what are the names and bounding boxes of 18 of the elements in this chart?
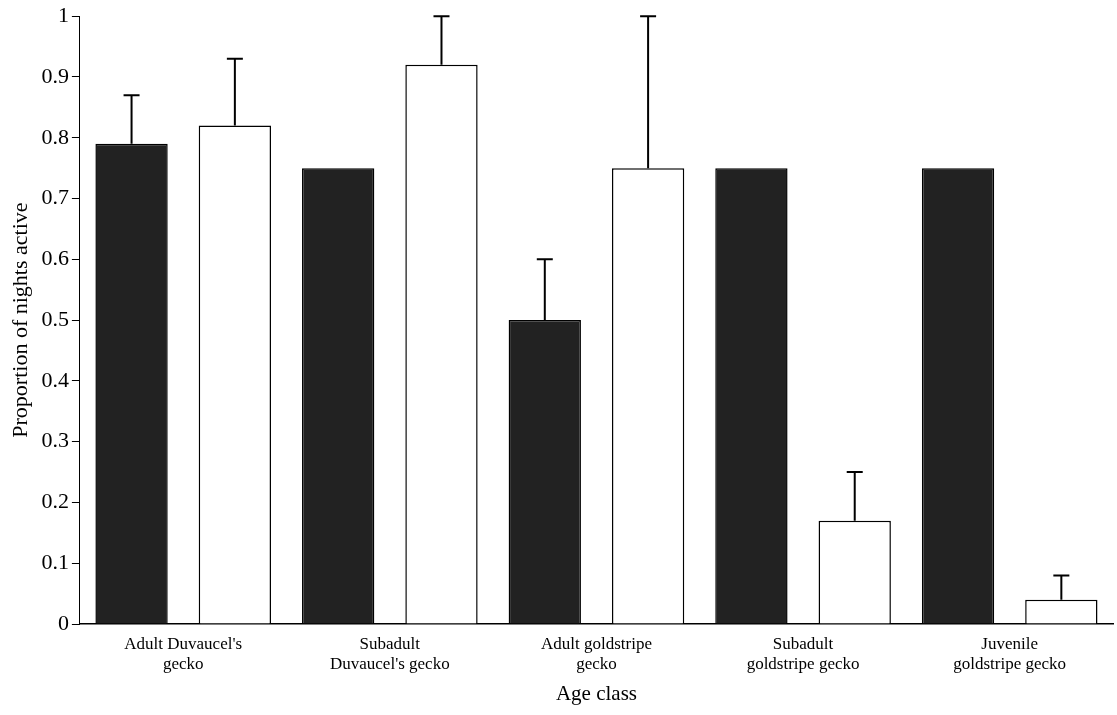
y-tick-label: 0.8 <box>41 123 69 149</box>
y-tick-label: 0.5 <box>41 305 69 331</box>
y-axis-title: Proportion of nights active <box>6 202 32 438</box>
x-tick-label: Subadult goldstripe gecko <box>746 633 860 674</box>
x-tick-label: Adult Duvaucel's gecko <box>124 633 243 674</box>
y-tick-label: 0.4 <box>41 366 69 392</box>
x-tick-label: Adult goldstripe gecko <box>540 633 652 674</box>
y-tick-label: 0.9 <box>41 62 69 88</box>
x-axis-title: Age class <box>555 680 637 705</box>
y-tick-label: 0 <box>57 609 69 635</box>
y-tick-label: 1 <box>57 1 69 27</box>
y-tick-label: 0.6 <box>41 245 69 271</box>
y-tick-label: 0.3 <box>41 427 69 453</box>
y-tick-label: 0.2 <box>41 488 69 514</box>
y-tick-label: 0.1 <box>41 549 69 574</box>
x-tick-label: Subadult Duvaucel's gecko <box>330 633 450 674</box>
y-tick-label: 0.7 <box>41 184 69 210</box>
x-tick-label: Juvenile goldstripe gecko <box>953 633 1067 674</box>
